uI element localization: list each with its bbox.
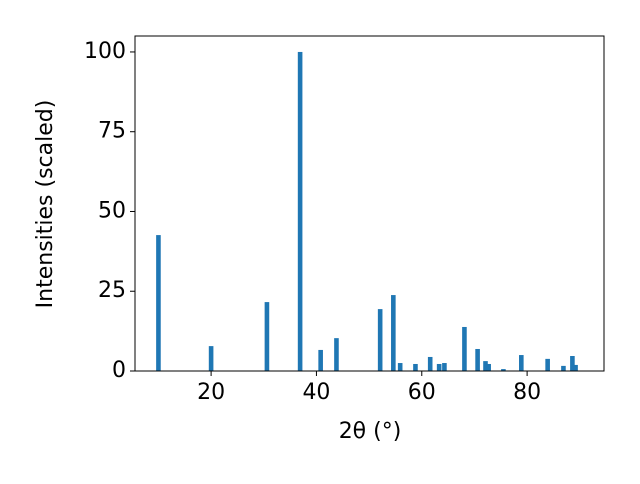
x-tick-label: 40 [302,380,330,405]
bar [561,365,566,371]
bar [156,235,161,371]
bar [297,51,303,371]
bar [462,326,467,371]
bar [570,356,575,371]
bar [519,355,524,371]
bar [318,349,323,371]
bar [573,364,578,371]
bar [442,363,447,371]
bar [483,361,488,371]
bar [427,356,433,371]
y-tick-label: 100 [84,39,126,64]
bar [391,295,396,371]
bar [436,363,442,371]
x-axis-label: 2θ (°) [339,419,402,444]
bar [413,363,418,371]
plot-frame [134,35,605,372]
bar [208,346,214,371]
bar [377,309,383,371]
x-tick-label: 60 [408,380,436,405]
y-tick-label: 75 [98,119,126,144]
y-tick-label: 25 [98,278,126,303]
bar [397,363,403,371]
bar [475,348,480,371]
y-tick-label: 0 [112,358,126,383]
y-axis-label: Intensities (scaled) [33,100,58,309]
bar [501,369,506,371]
bar [486,363,491,371]
bar [334,338,339,371]
x-tick-label: 80 [513,380,541,405]
x-tick-label: 20 [197,380,225,405]
bar [264,302,270,371]
bar [545,358,550,371]
y-tick-label: 50 [98,198,126,223]
